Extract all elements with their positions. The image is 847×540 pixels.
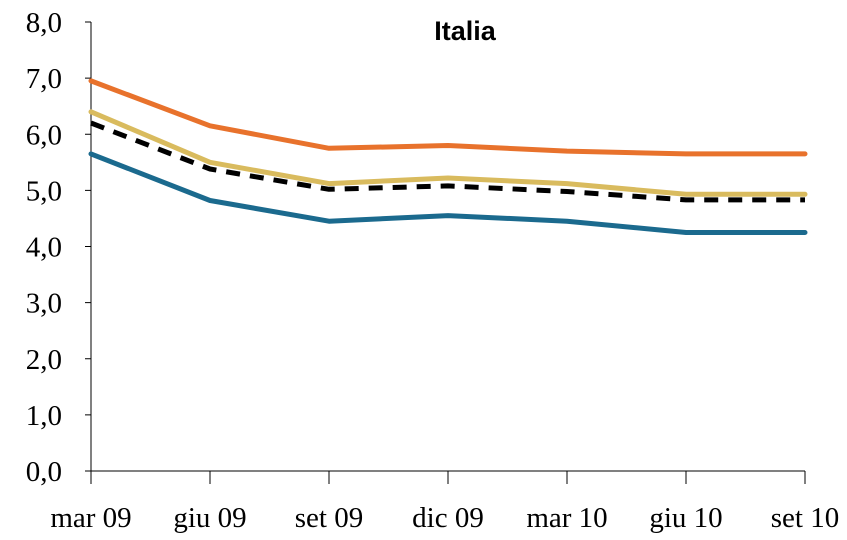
y-tick-label: 0,0	[26, 456, 62, 488]
y-tick-label: 5,0	[26, 175, 62, 207]
x-tick-label: mar 09	[50, 502, 131, 534]
series-line-1	[88, 78, 808, 157]
series-line-2	[88, 109, 808, 197]
y-tick-label: 2,0	[26, 344, 62, 376]
tick-labels: 0,0 1,0 2,0 3,0 4,0 5,0 6,0 7,0 8,0 mar 09 giu 09 s…	[26, 7, 839, 534]
y-tick-label: 7,0	[26, 63, 62, 95]
x-tick-label: dic 09	[412, 502, 484, 534]
axes	[85, 21, 806, 484]
series-layer	[88, 78, 808, 235]
x-tick-label: giu 09	[173, 502, 246, 534]
x-tick-label: giu 10	[649, 502, 722, 534]
y-tick-label: 3,0	[26, 288, 62, 320]
y-tick-label: 4,0	[26, 232, 62, 264]
series-line-4	[88, 151, 808, 235]
chart-title: Italia	[434, 16, 497, 46]
y-tick-label: 6,0	[26, 119, 62, 151]
y-tick-label: 1,0	[26, 400, 62, 432]
series-line-3	[90, 120, 805, 203]
y-tick-label: 8,0	[26, 7, 62, 39]
x-tick-label: set 10	[771, 502, 839, 534]
x-tick-label: set 09	[295, 502, 363, 534]
x-tick-label: mar 10	[526, 502, 607, 534]
